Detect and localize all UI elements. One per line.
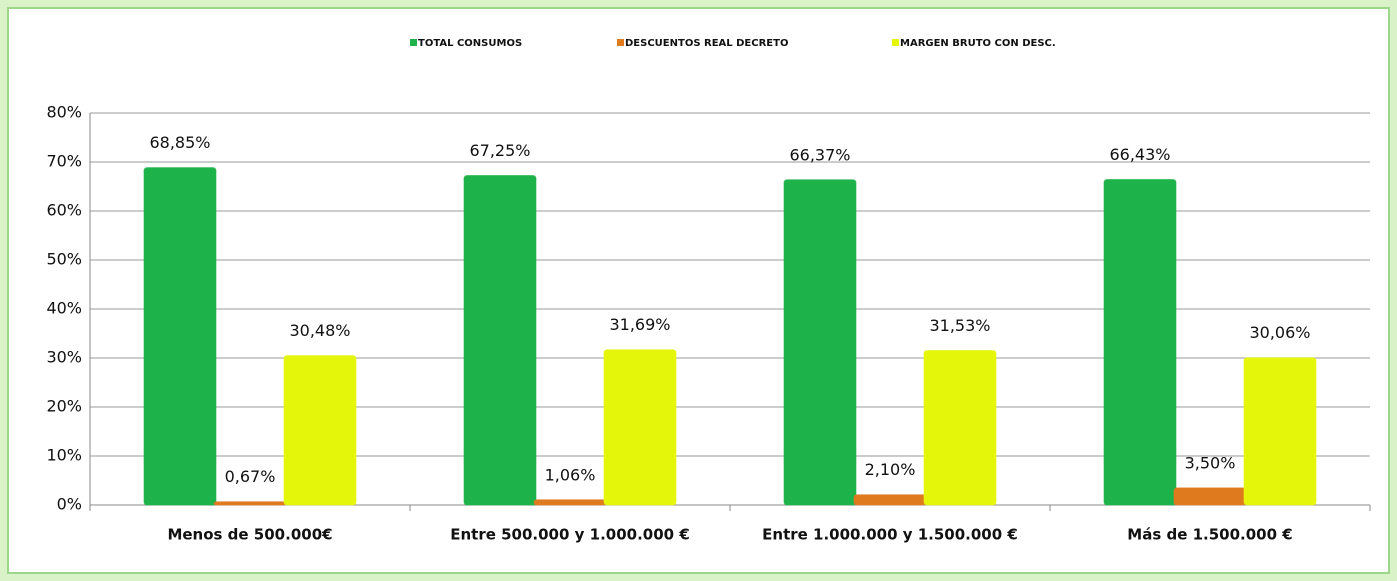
x-tick-label: Entre 1.000.000 y 1.500.000 € — [762, 526, 1018, 544]
y-tick-label: 0% — [57, 495, 82, 514]
bar — [143, 167, 217, 506]
bar — [923, 350, 997, 506]
y-tick-label: 80% — [46, 103, 82, 122]
x-tick-label: Menos de 500.000€ — [167, 526, 332, 544]
y-tick-label: 10% — [46, 446, 82, 465]
legend-label: MARGEN BRUTO CON DESC. — [900, 38, 1056, 49]
value-label: 30,06% — [1249, 323, 1310, 342]
bar — [463, 174, 537, 506]
legend-label: TOTAL CONSUMOS — [418, 38, 522, 49]
value-label: 2,10% — [865, 460, 916, 479]
y-tick-label: 20% — [46, 397, 82, 416]
y-tick-label: 50% — [46, 250, 82, 269]
y-tick-label: 60% — [46, 201, 82, 220]
value-label: 30,48% — [289, 321, 350, 340]
y-tick-label: 70% — [46, 152, 82, 171]
value-label: 31,69% — [609, 315, 670, 334]
value-label: 66,37% — [789, 145, 850, 164]
bar — [603, 349, 677, 506]
bar — [1243, 357, 1317, 506]
legend-swatch — [617, 39, 624, 46]
value-label: 68,85% — [149, 133, 210, 152]
bar — [1103, 178, 1177, 506]
x-tick-label: Entre 500.000 y 1.000.000 € — [450, 526, 690, 544]
value-label: 67,25% — [469, 141, 530, 160]
value-label: 3,50% — [1185, 453, 1236, 472]
value-label: 0,67% — [225, 467, 276, 486]
bar — [283, 355, 357, 506]
bar — [1173, 487, 1247, 506]
x-tick-label: Más de 1.500.000 € — [1127, 526, 1292, 544]
y-tick-label: 30% — [46, 348, 82, 367]
bar — [533, 499, 607, 506]
bar — [783, 179, 857, 506]
bar — [853, 494, 927, 506]
legend-swatch — [410, 39, 417, 46]
bar — [213, 501, 287, 506]
legend-label: DESCUENTOS REAL DECRETO — [625, 38, 788, 49]
value-label: 31,53% — [929, 316, 990, 335]
value-label: 1,06% — [545, 465, 596, 484]
y-tick-label: 40% — [46, 299, 82, 318]
legend-swatch — [892, 39, 899, 46]
value-label: 66,43% — [1109, 145, 1170, 164]
